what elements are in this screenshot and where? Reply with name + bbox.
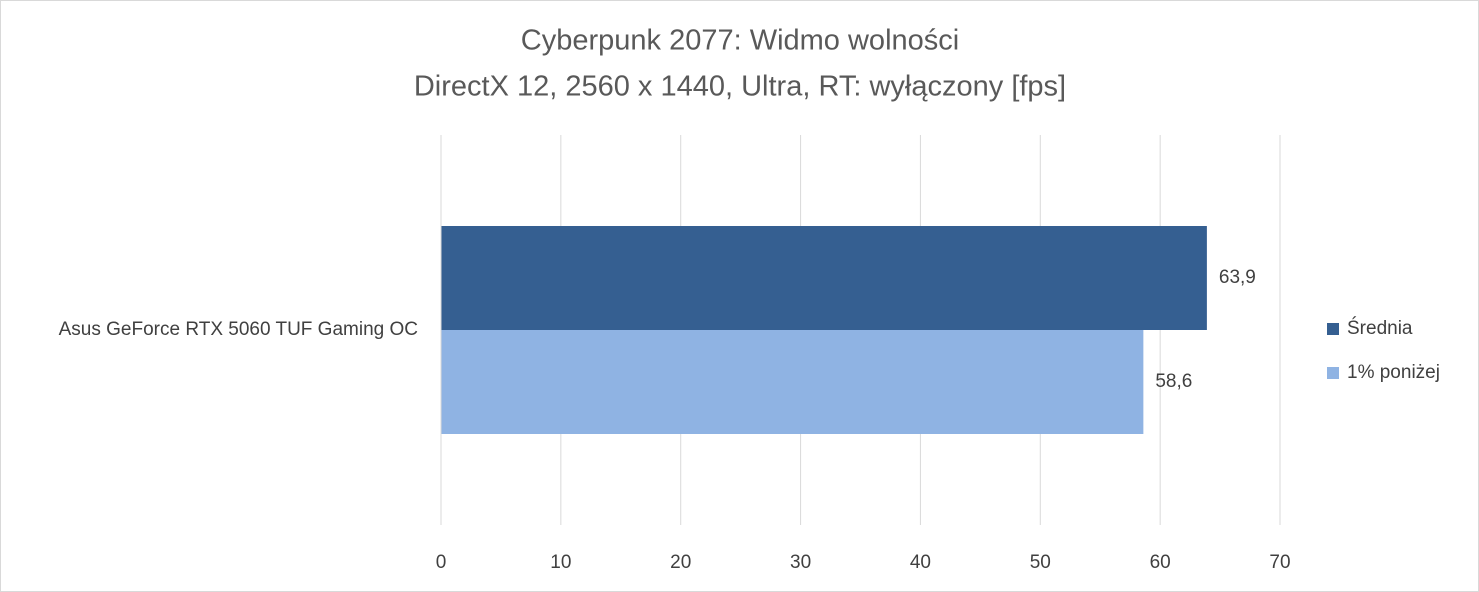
x-tick-label: 10 <box>550 552 571 573</box>
x-tick-label: 60 <box>1150 552 1171 573</box>
data-label: 63,9 <box>1219 267 1256 288</box>
x-tick-label: 50 <box>1030 552 1051 573</box>
legend-swatch <box>1327 367 1339 379</box>
x-tick-label: 40 <box>910 552 931 573</box>
chart-subtitle: DirectX 12, 2560 x 1440, Ultra, RT: wyłą… <box>414 71 1066 103</box>
y-tick-label: Asus GeForce RTX 5060 TUF Gaming OC <box>59 319 418 340</box>
x-tick-label: 0 <box>436 552 447 573</box>
x-tick-label: 70 <box>1269 552 1290 573</box>
chart-title: Cyberpunk 2077: Widmo wolności <box>521 25 959 57</box>
legend-label: Średnia <box>1347 317 1413 339</box>
x-tick-label: 30 <box>790 552 811 573</box>
legend-label: 1% poniżej <box>1347 362 1440 383</box>
legend-swatch <box>1327 323 1339 335</box>
bar <box>441 330 1144 434</box>
bar <box>441 226 1207 330</box>
data-label: 58,6 <box>1155 371 1192 392</box>
x-tick-label: 20 <box>670 552 691 573</box>
